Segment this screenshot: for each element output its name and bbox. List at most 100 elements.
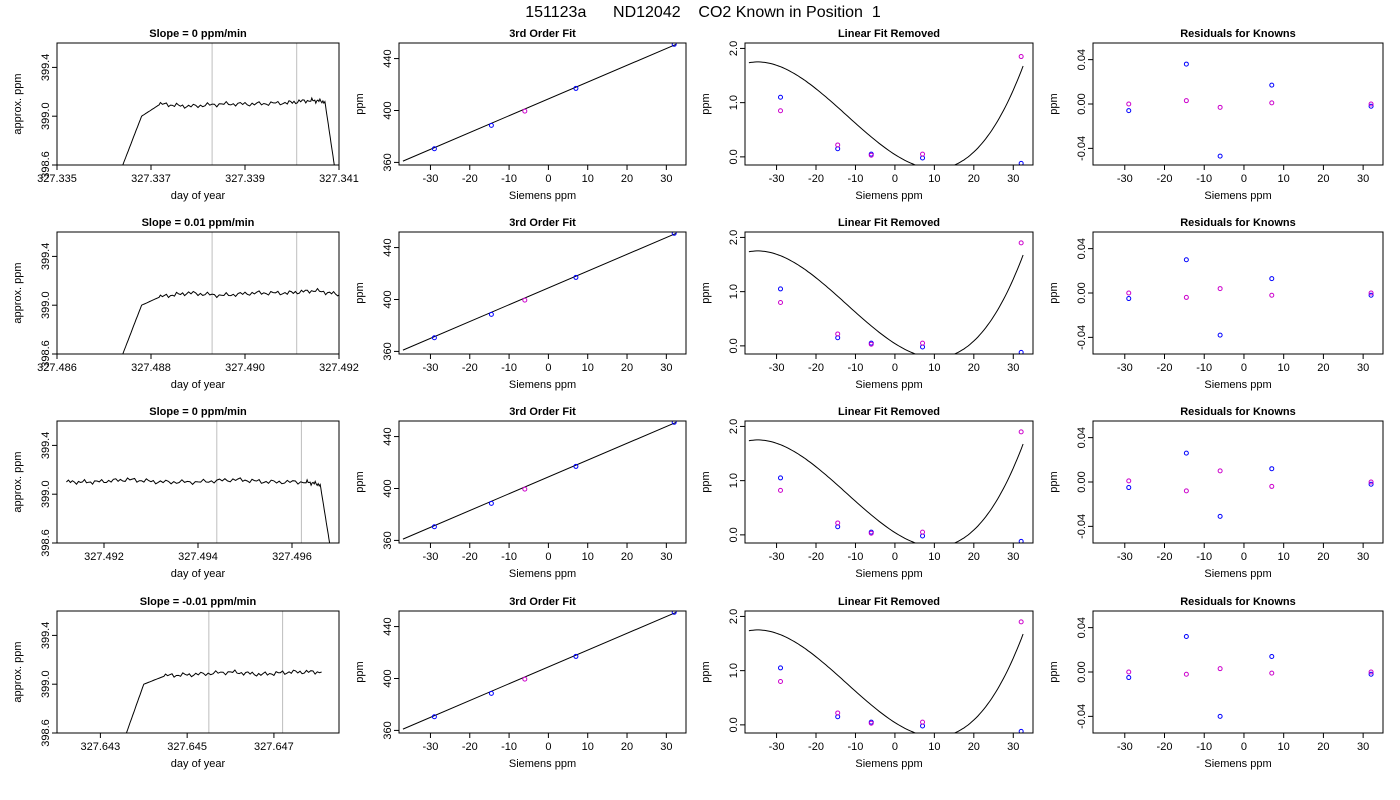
plot-frame (744, 42, 1034, 166)
y-tick-label: 398.6 (40, 151, 52, 179)
x-tick-label: 20 (621, 173, 633, 185)
data-point (778, 108, 784, 114)
data-point (1217, 153, 1223, 159)
x-tick-label: -20 (462, 551, 478, 563)
x-axis-label: Siemens ppm (855, 758, 922, 770)
y-tick-label: 398.6 (40, 719, 52, 747)
data-point (868, 341, 874, 347)
data-point (1269, 653, 1275, 659)
plot-r3-c1: Slope = 0 ppm/min 327.492 327.494 327.496 39… (12, 406, 340, 580)
x-tick-label: -30 (769, 551, 785, 563)
data-point (522, 486, 528, 492)
data-line (66, 477, 331, 543)
plot-area (402, 421, 677, 540)
plot-title: Linear Fit Removed (838, 28, 940, 40)
data-point (1183, 450, 1189, 456)
y-tick-label: 2.0 (728, 41, 740, 56)
x-tick-label: -20 (1157, 741, 1173, 753)
data-point (1368, 671, 1374, 677)
x-tick-label: -30 (769, 362, 785, 374)
x-tick-label: 0 (545, 173, 551, 185)
plot-frame (1092, 231, 1384, 355)
plot-frame (1092, 42, 1384, 166)
x-tick-label: 30 (660, 362, 672, 374)
x-tick-label: -20 (462, 173, 478, 185)
plot-title: Residuals for Knowns (1180, 596, 1296, 608)
data-point (431, 335, 437, 341)
x-tick-label: 10 (1278, 362, 1290, 374)
y-tick-label: 399.4 (40, 54, 52, 82)
y-tick-label: 400 (382, 479, 394, 497)
plot-area (122, 232, 339, 354)
y-tick-label: 2.0 (728, 609, 740, 624)
x-tick-label: 30 (660, 551, 672, 563)
plot-area (125, 611, 322, 733)
x-tick-label: -30 (769, 741, 785, 753)
data-point (1126, 478, 1132, 484)
x-tick-label: 10 (1278, 173, 1290, 185)
x-tick-label: 30 (1007, 741, 1019, 753)
x-tick-label: -20 (462, 362, 478, 374)
plot-area (402, 232, 677, 351)
x-tick-label: -20 (808, 173, 824, 185)
x-tick-label: -30 (1117, 741, 1133, 753)
data-point (1126, 108, 1132, 114)
x-tick-label: 327.335 (37, 173, 77, 185)
plot-r3-c3: Linear Fit Removed -30 -20 -10 0 10 20 30 0.0 1.0… (700, 406, 1034, 580)
x-tick-label: 10 (928, 741, 940, 753)
y-axis-label: ppm (354, 471, 366, 492)
y-tick-label: 0.00 (1076, 282, 1088, 303)
x-tick-label: -10 (1196, 362, 1212, 374)
data-point (488, 690, 494, 696)
y-axis-label: ppm (700, 282, 712, 303)
data-point (1183, 98, 1189, 104)
data-point (1269, 483, 1275, 489)
plot-title: Linear Fit Removed (838, 406, 940, 418)
plot-title: Residuals for Knowns (1180, 406, 1296, 418)
x-tick-label: -20 (808, 741, 824, 753)
y-tick-label: 400 (382, 290, 394, 308)
data-point (1018, 619, 1024, 625)
x-tick-label: -10 (1196, 173, 1212, 185)
plot-grid: Slope = 0 ppm/min 327.335 327.337 327.339 32… (12, 28, 1384, 770)
plot-title: Linear Fit Removed (838, 596, 940, 608)
y-tick-label: 2.0 (728, 230, 740, 245)
fit-curve (748, 439, 1024, 543)
y-axis-label: approx. ppm (12, 641, 24, 702)
y-tick-label: 360 (382, 342, 394, 360)
x-tick-label: 10 (928, 551, 940, 563)
y-tick-label: 399.0 (40, 480, 52, 508)
x-axis-label: day of year (171, 379, 226, 391)
x-tick-label: 10 (928, 173, 940, 185)
plot-frame (1092, 610, 1384, 734)
plot-area (1126, 257, 1374, 338)
plot-title: Linear Fit Removed (838, 217, 940, 229)
y-tick-label: 399.0 (40, 670, 52, 698)
data-point (431, 524, 437, 530)
plot-title: Residuals for Knowns (1180, 217, 1296, 229)
x-axis-label: day of year (171, 190, 226, 202)
x-tick-label: 30 (1357, 173, 1369, 185)
x-tick-label: -10 (501, 362, 517, 374)
data-point (573, 463, 579, 469)
plot-frame (744, 231, 1034, 355)
data-point (1368, 101, 1374, 107)
x-tick-label: -20 (1157, 173, 1173, 185)
data-point (835, 710, 841, 716)
y-axis-label: ppm (354, 282, 366, 303)
data-point (1126, 669, 1132, 675)
fit-line (402, 43, 677, 162)
plot-frame (398, 610, 687, 734)
data-point (671, 421, 677, 425)
data-point (1183, 294, 1189, 300)
data-point (1018, 160, 1024, 165)
data-point (1217, 332, 1223, 338)
x-tick-label: -10 (848, 551, 864, 563)
x-tick-label: -10 (848, 362, 864, 374)
plot-frame (744, 610, 1034, 734)
x-tick-label: -20 (1157, 362, 1173, 374)
x-tick-label: 30 (1007, 362, 1019, 374)
data-point (1126, 675, 1132, 681)
plot-title: Residuals for Knowns (1180, 28, 1296, 40)
y-axis-label: ppm (1048, 282, 1060, 303)
